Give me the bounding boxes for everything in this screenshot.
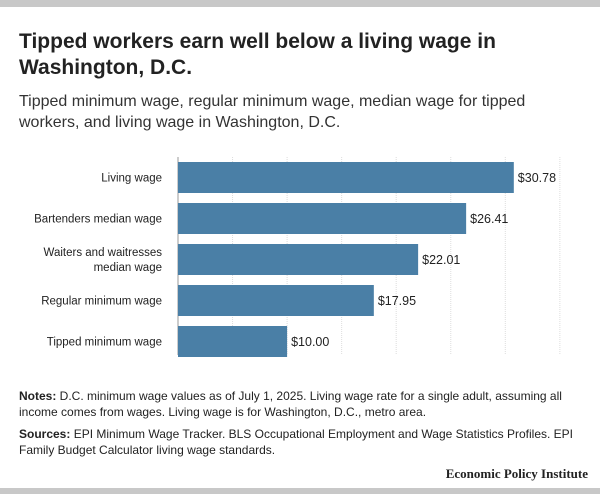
notes-paragraph: Notes: D.C. minimum wage values as of Ju… (19, 388, 589, 420)
sources-label: Sources: (19, 427, 71, 441)
category-label: Bartenders median wage (34, 214, 162, 226)
notes-section: Notes: D.C. minimum wage values as of Ju… (19, 388, 589, 464)
chart-title: Tipped workers earn well below a living … (19, 30, 496, 79)
category-label: Tipped minimum wage (47, 337, 162, 349)
category-label: Regular minimum wage (41, 296, 162, 308)
notes-text: D.C. minimum wage values as of July 1, 2… (19, 389, 562, 419)
bar (178, 326, 288, 357)
bar-chart: $30.78 Living wage $26.41 Bartenders median… (34, 157, 561, 357)
data-label: $10.00 (291, 335, 329, 349)
bar (178, 244, 419, 275)
chart-subtitle: Tipped minimum wage, regular minimum wag… (19, 93, 526, 131)
category-label: Living wage (101, 173, 162, 185)
category-label: Waiters and waitresses median wage (44, 247, 163, 274)
bar (178, 285, 374, 316)
data-label: $22.01 (422, 253, 460, 267)
top-border (0, 0, 600, 7)
sources-text: EPI Minimum Wage Tracker. BLS Occupation… (19, 427, 573, 457)
data-label: $30.78 (518, 171, 556, 185)
notes-label: Notes: (19, 389, 57, 403)
epi-logo-text: Economic Policy Institute (445, 466, 588, 481)
bottom-border (0, 488, 600, 494)
data-label: $17.95 (378, 294, 416, 308)
data-label: $26.41 (470, 212, 508, 226)
bar (178, 203, 467, 234)
sources-paragraph: Sources: EPI Minimum Wage Tracker. BLS O… (19, 426, 589, 458)
bar (178, 162, 514, 193)
